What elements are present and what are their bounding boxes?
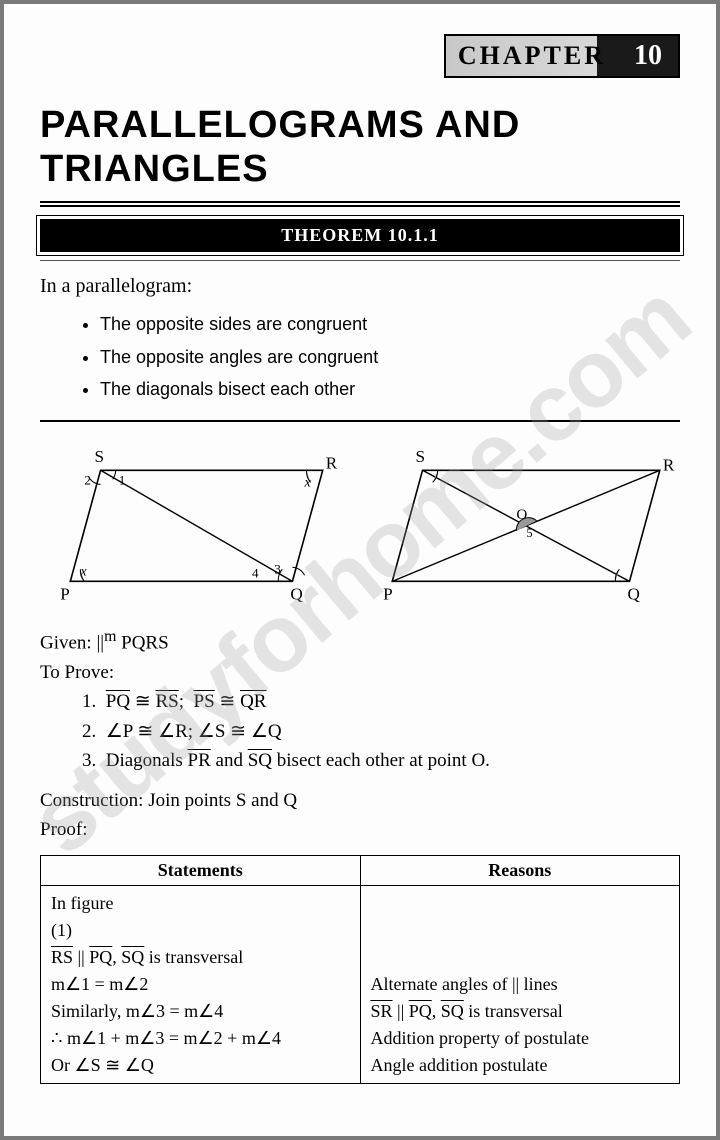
proof-label: Proof: <box>40 819 88 840</box>
svg-text:Q: Q <box>627 584 640 603</box>
chapter-banner: CHAPTER 10 <box>40 34 680 78</box>
prove-item-1: 1. PQ ≅ RS; PS ≅ QR <box>82 691 266 712</box>
col-statements: Statements <box>41 855 361 885</box>
svg-text:4: 4 <box>252 565 259 580</box>
list-item: The diagonals bisect each other <box>100 373 680 405</box>
statements-cell: In figure (1) RS || PQ, SQ is transversa… <box>41 885 361 1083</box>
prove-item-3: 3. Diagonals PR and SQ bisect each other… <box>82 750 490 771</box>
to-prove-label: To Prove: <box>40 662 114 683</box>
chapter-box: CHAPTER 10 <box>444 34 680 78</box>
svg-text:P: P <box>60 584 70 603</box>
list-item: The opposite angles are congruent <box>100 341 680 373</box>
proof-table: Statements Reasons In figure (1) RS || P… <box>40 855 680 1084</box>
bullet-list: The opposite sides are congruent The opp… <box>100 308 680 405</box>
svg-text:P: P <box>383 584 393 603</box>
svg-text:S: S <box>95 447 105 466</box>
prove-item-2: 2. ∠P ≅ ∠R; ∠S ≅ ∠Q <box>82 721 282 742</box>
svg-text:R: R <box>663 455 675 474</box>
svg-text:5: 5 <box>527 525 533 539</box>
figure-2: S R P Q O 5 <box>367 440 680 612</box>
svg-text:x: x <box>79 563 87 579</box>
list-item: The opposite sides are congruent <box>100 308 680 340</box>
double-rule <box>40 201 680 207</box>
separator <box>40 420 680 422</box>
table-row: In figure (1) RS || PQ, SQ is transversa… <box>41 885 680 1083</box>
chapter-number: 10 <box>618 36 678 76</box>
svg-text:1: 1 <box>119 472 126 487</box>
construction-block: Construction: Join points S and Q Proof: <box>40 786 680 845</box>
svg-text:O: O <box>516 506 527 522</box>
svg-text:3: 3 <box>274 561 281 576</box>
col-reasons: Reasons <box>360 855 680 885</box>
given-label: Given: || <box>40 633 104 654</box>
reasons-cell: Alternate angles of || lines SR || PQ, S… <box>360 885 680 1083</box>
figure-1: S R P Q 1 2 3 4 x x <box>40 440 353 612</box>
theorem-heading: THEOREM 10.1.1 <box>40 219 680 252</box>
page-title: PARALLELOGRAMS AND TRIANGLES <box>40 104 680 191</box>
svg-text:2: 2 <box>84 472 91 487</box>
svg-text:R: R <box>326 453 338 472</box>
intro-text: In a parallelogram: <box>40 275 680 298</box>
table-row: Statements Reasons <box>41 855 680 885</box>
thin-rule <box>40 260 680 261</box>
chapter-label: CHAPTER <box>446 37 618 75</box>
given-rest: PQRS <box>116 633 168 654</box>
svg-text:x: x <box>304 474 312 490</box>
figures-row: S R P Q 1 2 3 4 x x S R P Q O 5 <box>40 440 680 612</box>
construction-text: Construction: Join points S and Q <box>40 790 297 811</box>
given-block: Given: ||m PQRS To Prove: 1. PQ ≅ RS; PS… <box>40 625 680 776</box>
svg-text:Q: Q <box>290 584 303 603</box>
given-sup: m <box>104 628 116 645</box>
svg-text:S: S <box>415 447 425 466</box>
